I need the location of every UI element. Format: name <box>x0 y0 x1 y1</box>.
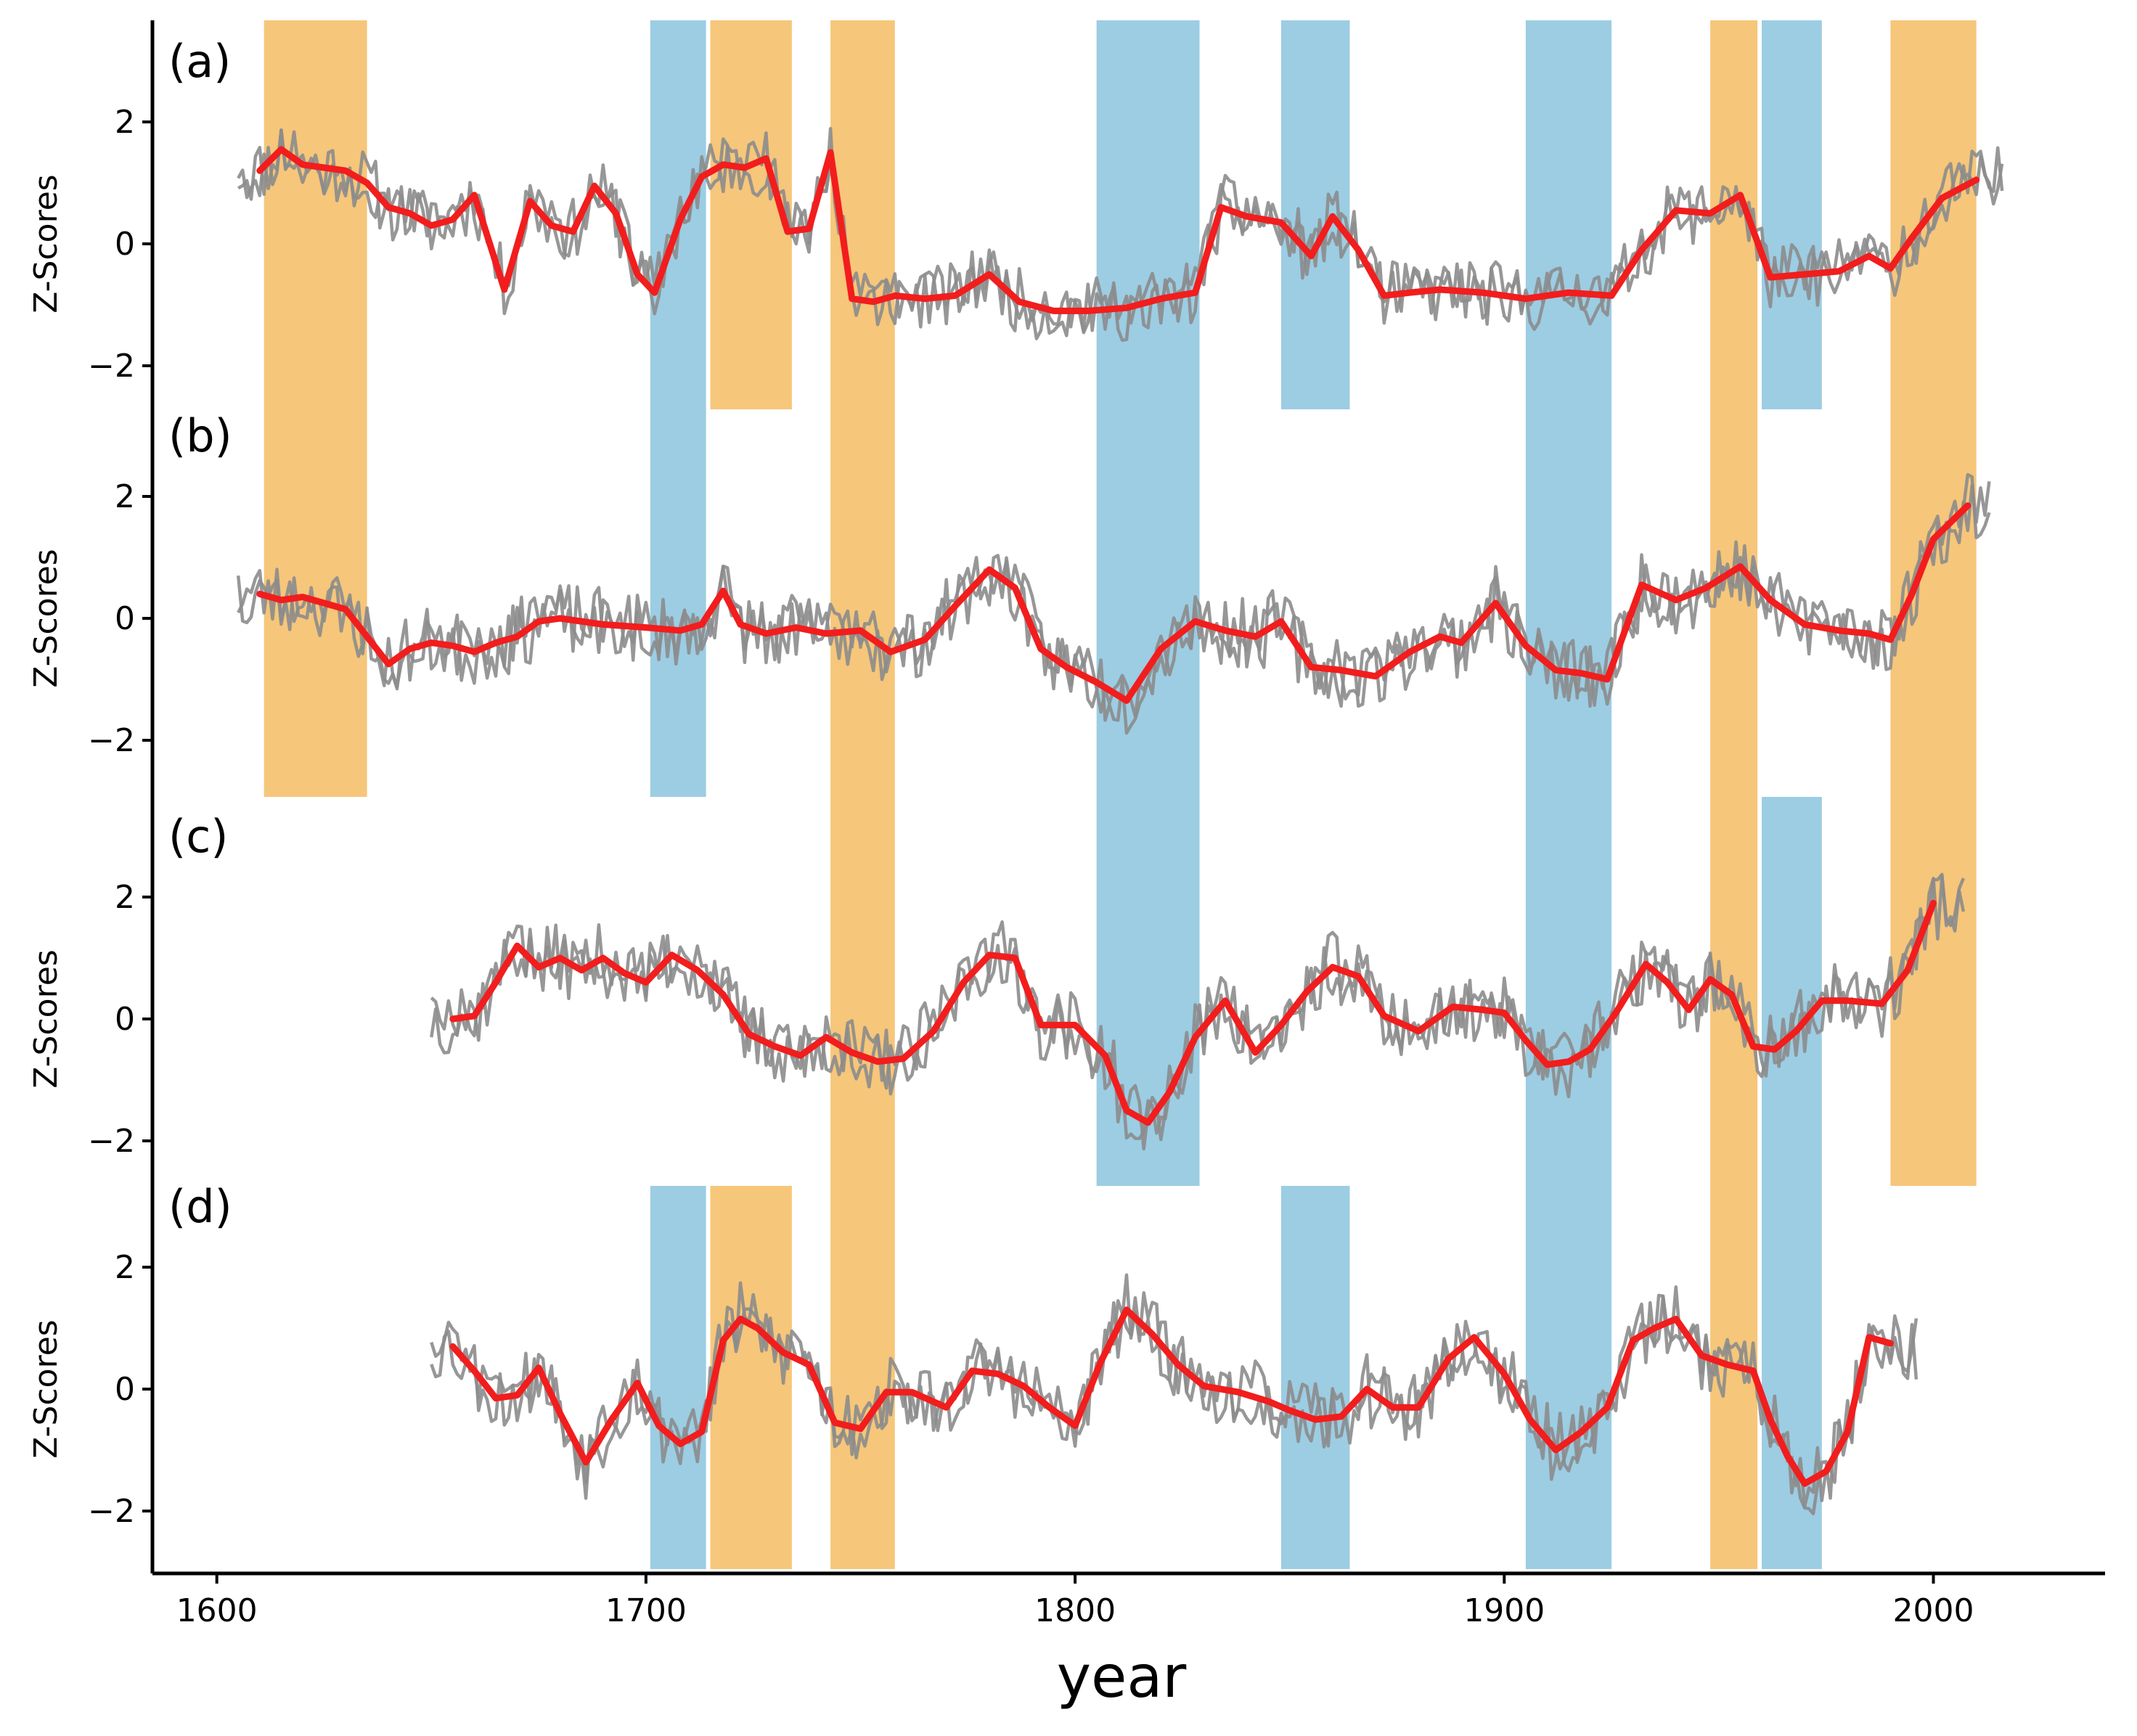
y-axis-label-d: Z-Scores <box>28 1319 65 1458</box>
y-tick-label-d-0: 2 <box>115 1249 135 1286</box>
band-cool-1701-1714 <box>650 1186 706 1569</box>
y-tick-label-a-2: −2 <box>88 348 135 385</box>
raw-series-d-2 <box>430 1294 1919 1508</box>
panel-label-a: (a) <box>168 35 231 88</box>
smoothed-series-c <box>449 899 1937 1126</box>
raw-series-d-1 <box>430 1273 1919 1515</box>
band-warm-1743-1758 <box>830 20 895 1186</box>
band-cool-1905-1925 <box>1525 1186 1612 1569</box>
x-tick-label-2000: 2000 <box>1893 1592 1974 1629</box>
y-tick-label-c-2: −2 <box>88 1123 135 1160</box>
band-warm-1743-1758 <box>830 1186 895 1569</box>
y-tick-label-a-1: 0 <box>115 226 135 263</box>
band-cool-1848-1864 <box>1280 1186 1350 1569</box>
smoothed-series-a <box>256 146 1980 314</box>
panel-label-b: (b) <box>168 409 232 462</box>
y-tick-label-c-0: 2 <box>115 879 135 916</box>
y-tick-label-d-2: −2 <box>88 1493 135 1530</box>
y-tick-label-b-2: −2 <box>88 722 135 759</box>
x-tick-label-1900: 1900 <box>1463 1592 1545 1629</box>
axes: (a) 2 0 −2 Z-Scores (b) 2 0 −2 Z-Scores (c) 2 0 −2 Z-S… <box>28 20 2105 1711</box>
band-warm-1715-1734 <box>710 1186 792 1569</box>
y-axis-label-a: Z-Scores <box>28 174 65 313</box>
y-tick-label-c-1: 0 <box>115 1001 135 1038</box>
x-tick-label-1600: 1600 <box>176 1592 258 1629</box>
band-cool-1805-1829 <box>1096 20 1200 1186</box>
smoothed-series-layer <box>256 146 1980 1487</box>
x-tick-label-1700: 1700 <box>605 1592 687 1629</box>
smoothed-series-b <box>256 502 1971 704</box>
y-axis-label-b: Z-Scores <box>28 549 65 687</box>
band-cool-1905-1925 <box>1525 20 1612 1186</box>
x-tick-label-1800: 1800 <box>1034 1592 1116 1629</box>
y-axis-label-c: Z-Scores <box>28 949 65 1088</box>
y-tick-label-b-1: 0 <box>115 600 135 637</box>
band-cool-1960-1974 <box>1762 797 1822 1569</box>
y-tick-label-d-1: 0 <box>115 1371 135 1408</box>
band-cool-1701-1714 <box>650 20 706 797</box>
y-tick-label-b-0: 2 <box>115 478 135 515</box>
raw-series-c-2 <box>430 872 1966 1140</box>
band-cool-1960-1974 <box>1762 20 1822 409</box>
smoothed-series-d <box>449 1306 1894 1487</box>
panel-label-c: (c) <box>168 810 228 863</box>
panel-label-d: (d) <box>168 1180 232 1233</box>
band-warm-1715-1734 <box>710 20 792 409</box>
y-tick-label-a-0: 2 <box>115 104 135 141</box>
x-axis-label: year <box>1057 1643 1187 1711</box>
